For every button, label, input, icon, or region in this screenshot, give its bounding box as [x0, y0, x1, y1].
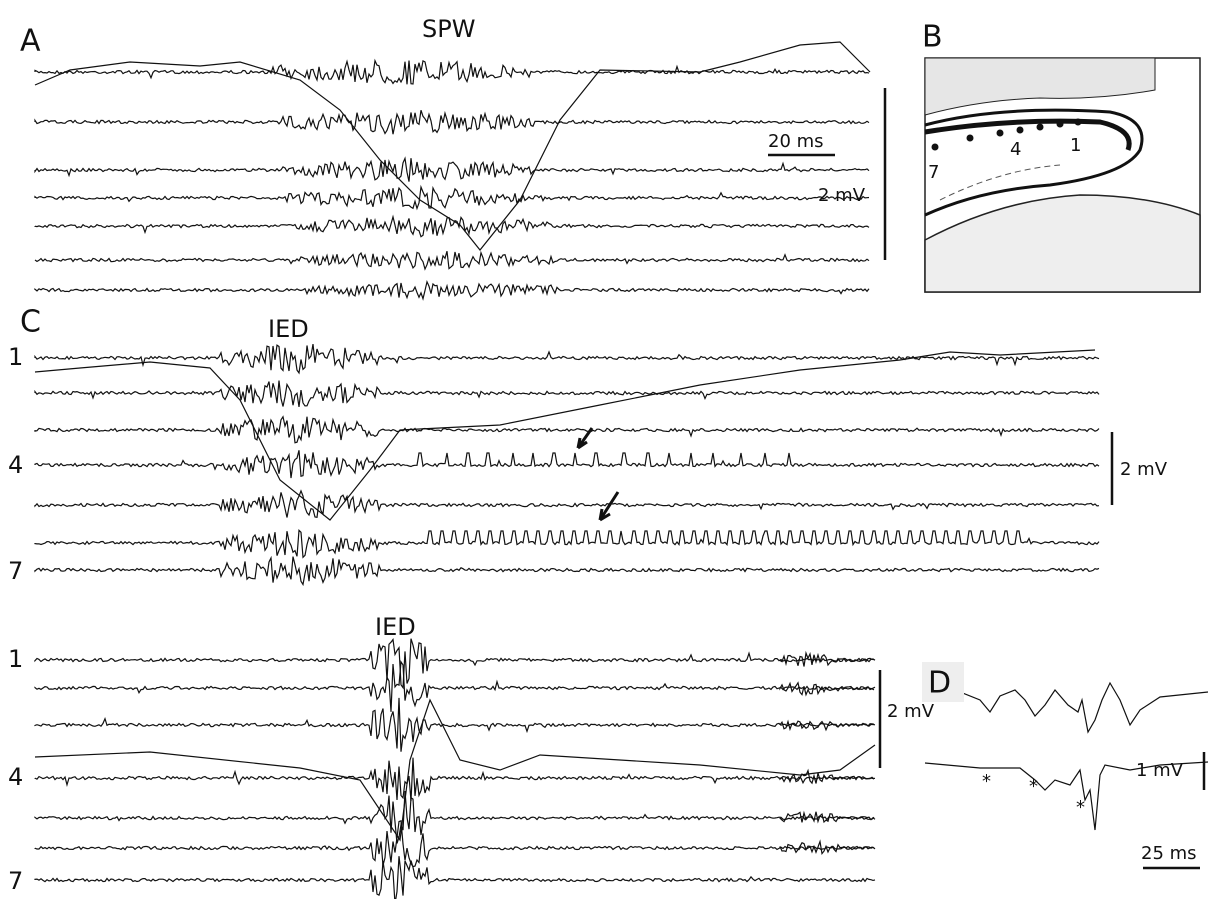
panel-label: C: [20, 305, 41, 340]
label-background: [922, 662, 964, 702]
event-label: SPW: [422, 15, 475, 43]
traces: [34, 41, 1209, 899]
trace: [924, 761, 1209, 831]
electrode-site: [1016, 126, 1024, 134]
voltage-scale-label: 2 mV: [1120, 459, 1168, 480]
trace: [34, 349, 1096, 521]
electrode-site: [1036, 123, 1044, 131]
voltage-scale-label: 2 mV: [818, 185, 866, 206]
trace: [34, 156, 870, 182]
trace: [779, 768, 875, 785]
electrode-label: 4: [1010, 139, 1021, 160]
trace: [779, 810, 875, 824]
trace: [34, 555, 1100, 587]
trace: [34, 856, 876, 899]
trace: [34, 41, 871, 251]
trace: [34, 344, 1100, 375]
channel-label: 7: [8, 557, 23, 585]
trace: [34, 380, 1100, 407]
trace: [34, 489, 1100, 518]
trace: [779, 839, 875, 856]
trace: [34, 110, 870, 135]
electrode-sites: [931, 118, 1082, 151]
arrow: [598, 491, 620, 522]
histology-drawing: [924, 57, 1201, 293]
trace: [34, 660, 876, 712]
trace: [34, 214, 870, 238]
channel-label: 7: [8, 867, 23, 895]
arrow: [576, 427, 594, 450]
trace: [34, 58, 870, 85]
electrode-label: 7: [928, 162, 939, 183]
electrode-label: 1: [1070, 135, 1081, 156]
channel-label: 1: [8, 645, 23, 673]
voltage-scale-label: 1 mV: [1136, 760, 1184, 781]
time-scale-label: 25 ms: [1141, 843, 1197, 864]
trace: [34, 790, 876, 844]
event-label: IED: [268, 315, 309, 343]
trace: [34, 415, 1100, 444]
trace: [34, 250, 870, 271]
trace: [34, 184, 870, 211]
trace: [34, 697, 876, 752]
marker: *: [1029, 776, 1038, 797]
trace: [34, 450, 1100, 479]
panel-label: D: [928, 666, 951, 701]
event-label: IED: [375, 613, 416, 641]
electrode-site: [966, 134, 974, 142]
trace: [34, 698, 876, 842]
trace: [34, 757, 876, 802]
channel-label: 4: [8, 451, 23, 479]
trace: [34, 279, 870, 301]
electrode-site: [931, 143, 939, 151]
channel-label: 4: [8, 763, 23, 791]
trace: [34, 819, 876, 868]
trace: [779, 719, 875, 732]
trace: [34, 528, 1100, 559]
time-scale-label: 20 ms: [768, 131, 824, 152]
electrode-site: [996, 129, 1004, 137]
voltage-scale-label: 2 mV: [887, 701, 935, 722]
trace: [779, 681, 875, 697]
marker: *: [1076, 797, 1085, 818]
trace: [924, 681, 1209, 734]
channel-label: 1: [8, 343, 23, 371]
electrode-site: [1056, 120, 1064, 128]
electrode-site: [1074, 118, 1082, 126]
trace: [779, 650, 875, 667]
trace: [34, 637, 876, 690]
panel-label: A: [20, 24, 41, 59]
marker: *: [982, 771, 991, 792]
panel-label: B: [922, 20, 943, 55]
